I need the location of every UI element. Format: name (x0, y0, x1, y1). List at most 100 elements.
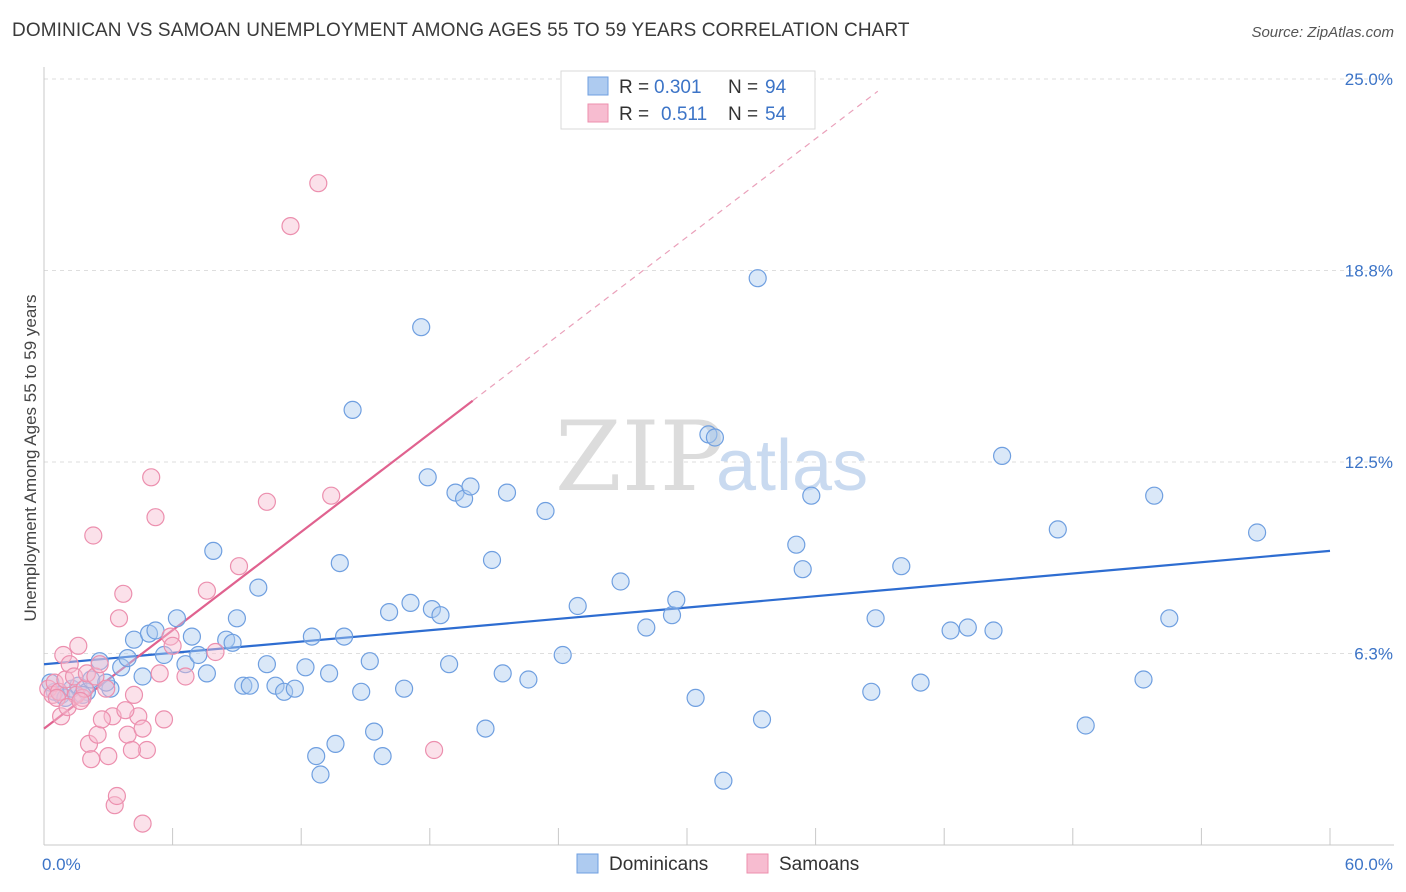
bottom-legend-dominicans: Dominicans (609, 854, 708, 875)
dominican-point-35 (311, 765, 330, 784)
bottom-legend: Dominicans Samoans (576, 853, 859, 875)
samoan-point-32 (154, 710, 174, 729)
samoan-point-18 (88, 725, 107, 744)
watermark-zip: ZIP (555, 401, 724, 513)
samoan-point-53 (116, 701, 135, 720)
legend-n-value-1: 94 (765, 77, 787, 98)
dominican-point-45 (380, 602, 399, 622)
data-points (39, 174, 1267, 833)
samoan-point-34 (163, 636, 182, 655)
samoan-point-31 (150, 664, 169, 683)
dominican-point-72 (748, 269, 767, 288)
dominican-point-86 (1076, 716, 1095, 735)
dominican-point-12 (133, 667, 152, 686)
dominican-point-36 (320, 664, 339, 683)
dominican-point-70 (705, 428, 725, 447)
samoan-point-15 (82, 750, 101, 769)
dominican-point-62 (553, 645, 572, 665)
dominican-point-90 (1247, 523, 1267, 542)
watermark: ZIP atlas (555, 401, 868, 513)
dominican-point-52 (440, 655, 459, 674)
dominican-point-80 (911, 673, 930, 692)
samoan-point-36 (197, 581, 216, 600)
legend-r-value-2: 0.511 (661, 104, 707, 125)
x-tick-label-1: 60.0% (1345, 855, 1393, 874)
dominican-point-93 (97, 673, 116, 692)
samoan-trend-extension (472, 90, 879, 402)
samoan-point-52 (92, 710, 112, 729)
samoan-point-48 (133, 814, 152, 833)
dominican-point-75 (793, 560, 812, 579)
samoan-point-42 (322, 486, 341, 505)
samoan-point-27 (133, 719, 152, 738)
watermark-atlas: atlas (716, 426, 868, 506)
dominican-point-21 (204, 541, 223, 561)
dominican-point-58 (497, 483, 517, 502)
dominican-point-65 (637, 618, 656, 637)
dominican-point-46 (395, 679, 414, 698)
legend-n-label-2: N = (728, 104, 758, 125)
y-tick-label-1: 12.5% (1345, 453, 1393, 472)
dominican-point-78 (862, 682, 881, 701)
samoan-point-41 (309, 174, 328, 193)
dominican-point-67 (667, 590, 686, 610)
dominican-point-57 (476, 719, 495, 738)
dominican-point-18 (182, 627, 201, 646)
dominican-point-76 (802, 486, 821, 505)
y-tick-label-3: 25.0% (1345, 70, 1393, 89)
dominican-point-24 (227, 609, 246, 628)
y-tick-labels: 6.3% 12.5% 18.8% 25.0% (1345, 70, 1393, 664)
dominican-point-47 (401, 593, 420, 613)
dominican-point-20 (197, 664, 216, 683)
dominican-point-10 (118, 648, 137, 668)
samoan-point-16 (84, 526, 103, 545)
dominican-point-37 (326, 734, 345, 754)
dominican-point-26 (240, 676, 259, 695)
dominican-point-79 (892, 557, 911, 576)
dominican-point-81 (941, 621, 960, 640)
bottom-legend-samoans: Samoans (779, 854, 859, 875)
dominican-point-77 (866, 609, 885, 628)
samoan-point-44 (99, 746, 118, 766)
dominican-point-85 (1048, 520, 1067, 539)
dominican-point-38 (330, 553, 349, 573)
dominican-point-25 (234, 676, 253, 695)
dominican-point-66 (662, 606, 682, 625)
legend-box: R = 0.301 N = 94 R = 0.511 N = 54 (560, 70, 816, 130)
dominican-point-16 (167, 609, 186, 628)
dominican-point-27 (249, 578, 268, 597)
dominican-point-88 (1145, 486, 1164, 505)
dominican-point-17 (176, 655, 195, 674)
legend-r-label-1: R = (619, 77, 649, 98)
samoan-point-29 (142, 468, 161, 487)
dominican-point-61 (536, 501, 555, 521)
samoan-point-46 (107, 786, 127, 806)
samoan-point-22 (109, 609, 129, 628)
legend-swatch-samoans (587, 103, 609, 123)
dominican-point-68 (686, 688, 705, 708)
dominican-point-87 (1134, 670, 1153, 689)
dominican-point-41 (352, 682, 371, 701)
dominican-point-34 (307, 746, 326, 766)
chart-source: Source: ZipAtlas.com (1251, 24, 1394, 41)
samoan-point-23 (114, 584, 133, 603)
legend-swatch-dominicans (587, 76, 609, 96)
samoan-point-10 (69, 636, 88, 655)
x-tick-labels: 0.0% 60.0% (42, 855, 1393, 874)
dominican-point-64 (611, 572, 630, 591)
samoan-point-30 (146, 508, 165, 527)
dominican-point-60 (519, 670, 538, 689)
dominican-point-40 (343, 400, 362, 419)
dominican-point-31 (285, 679, 304, 698)
dominican-point-42 (360, 652, 379, 671)
samoan-point-20 (97, 679, 116, 698)
samoan-point-38 (229, 557, 249, 576)
y-axis-label: Unemployment Among Ages 55 to 59 years (21, 295, 40, 622)
dominican-point-63 (568, 596, 587, 616)
samoan-point-51 (71, 691, 90, 711)
dominican-point-33 (302, 627, 321, 646)
samoan-point-19 (90, 655, 109, 674)
dominican-point-59 (493, 664, 512, 683)
bottom-legend-swatch-dominicans (576, 853, 599, 874)
